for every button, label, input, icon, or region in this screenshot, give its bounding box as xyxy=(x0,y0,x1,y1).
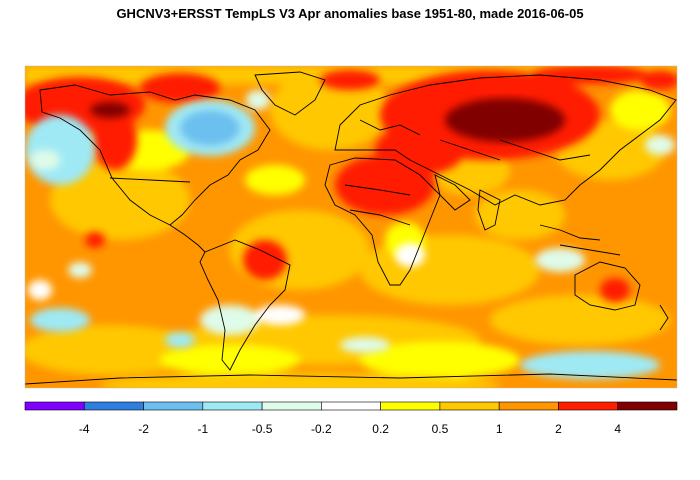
siberia-hot-patch xyxy=(90,98,565,142)
coastlines xyxy=(25,71,677,385)
legend-bin xyxy=(261,401,322,411)
legend-bin xyxy=(617,401,678,411)
map-title: GHCNV3+ERSST TempLS V3 Apr anomalies bas… xyxy=(116,6,584,21)
legend-tick-label: -2 xyxy=(138,422,149,436)
legend-bin xyxy=(439,401,500,411)
legend-bin xyxy=(83,401,144,411)
legend-tick-label: 2 xyxy=(555,422,562,436)
legend-bin xyxy=(380,401,441,411)
anomaly-map xyxy=(24,65,678,389)
legend-bin xyxy=(24,401,85,411)
legend-tick-label: 0.5 xyxy=(432,422,449,436)
legend-tick-label: 0.2 xyxy=(372,422,389,436)
legend-bin xyxy=(321,401,381,411)
legend-bin xyxy=(143,401,204,411)
legend-tick-label: 1 xyxy=(496,422,503,436)
legend-tick-label: 4 xyxy=(614,422,621,436)
legend-tick-label: -1 xyxy=(197,422,208,436)
legend-bin xyxy=(558,401,619,411)
legend-bin xyxy=(202,401,263,411)
legend-tick-label: -0.5 xyxy=(252,422,273,436)
legend-tick-label: -4 xyxy=(79,422,90,436)
warm-red-patches xyxy=(25,66,677,302)
legend-bin xyxy=(498,401,559,411)
cool-patches xyxy=(25,90,675,379)
legend-tick-label: -0.2 xyxy=(311,422,332,436)
